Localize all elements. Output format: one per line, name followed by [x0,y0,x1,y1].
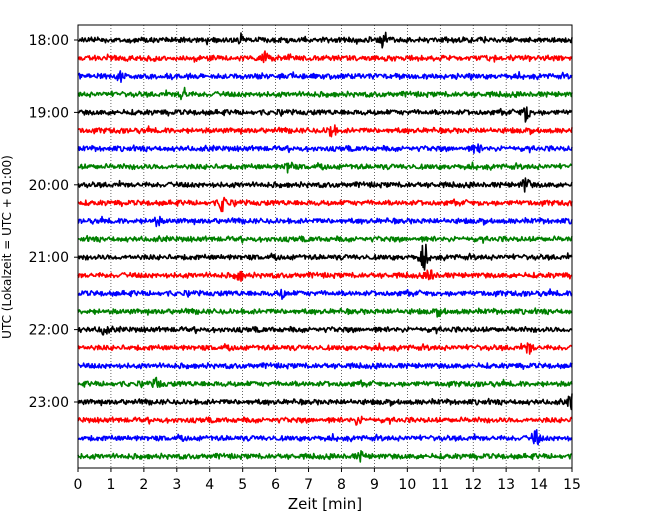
x-tick-label: 6 [271,477,280,493]
seismogram-trace [77,124,573,138]
seismogram-trace [77,376,573,389]
x-tick-label: 13 [497,477,515,493]
seismogram-trace [77,393,573,411]
seismogram-trace [77,177,573,193]
y-tick-label: 22:00 [29,323,69,339]
x-tick-label: 3 [172,477,181,493]
seismogram-trace [77,325,573,336]
x-tick-label: 7 [304,477,313,493]
x-tick-label: 14 [530,477,548,493]
y-axis-label: UTC (Lokalzeit = UTC + 01:00) [0,155,14,339]
seismogram-trace [77,288,573,300]
seismogram-trace [77,31,573,49]
y-tick-label: 21:00 [29,250,69,266]
y-tick-label: 19:00 [29,105,69,121]
seismogram-trace [77,362,573,370]
x-tick-label: 15 [563,477,581,493]
x-tick-label: 2 [139,477,148,493]
seismogram-trace [77,215,573,228]
x-axis-label: Zeit [min] [288,495,362,513]
x-tick-label: 1 [106,477,115,493]
x-tick-label: 11 [431,477,449,493]
y-tick-label: 23:00 [29,395,69,411]
x-tick-label: 0 [74,477,83,493]
seismogram-trace [77,269,573,282]
x-tick-label: 5 [238,477,247,493]
x-axis-ticks: 0 1 2 3 4 5 6 7 8 9 10 11 12 13 14 15 [74,468,581,493]
plot-frame [77,24,573,469]
seismogram-trace [77,415,573,426]
seismogram-trace [77,243,573,271]
grid-lines [110,25,540,468]
seismogram-trace [77,342,573,355]
seismogram-trace [77,143,573,154]
seismogram-trace [77,86,573,101]
seismogram-trace [77,234,573,244]
y-tick-label: 20:00 [29,178,69,194]
seismogram-trace [77,70,573,83]
x-tick-label: 8 [337,477,346,493]
seismogram-trace [77,161,573,174]
seismogram-trace [77,50,573,64]
x-tick-label: 4 [205,477,214,493]
seismogram-trace [77,429,573,446]
trace-group [77,31,573,463]
seismogram-trace [77,450,573,463]
seismogram-trace [77,196,573,213]
x-tick-label: 9 [370,477,379,493]
x-tick-label: 12 [464,477,482,493]
x-tick-label: 10 [398,477,416,493]
seismogram-trace [77,106,573,123]
y-axis-ticks: 18:00 19:00 20:00 21:00 22:00 23:00 [29,33,78,411]
y-tick-label: 18:00 [29,33,69,49]
seismogram-trace [77,307,573,318]
